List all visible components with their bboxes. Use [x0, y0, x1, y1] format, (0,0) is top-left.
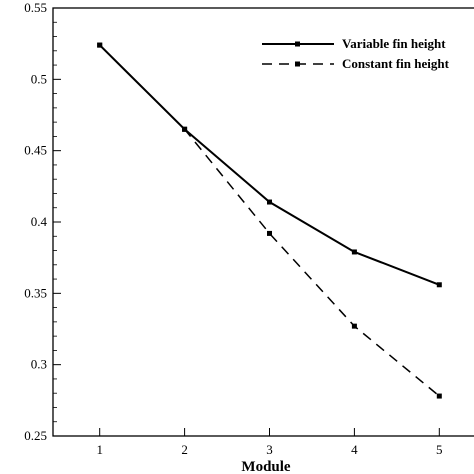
legend-label-variable: Variable fin height	[342, 36, 446, 51]
legend-label-constant: Constant fin height	[342, 56, 450, 71]
y-tick-label: 0.55	[24, 0, 47, 15]
series-line-constant	[99, 44, 440, 397]
y-tick-label: 0.3	[31, 357, 47, 372]
legend: Variable fin height Constant fin height	[262, 36, 450, 71]
x-tick-label: 5	[436, 442, 443, 457]
data-point	[267, 230, 272, 236]
y-tick-label: 0.45	[24, 143, 47, 158]
data-point	[182, 126, 188, 132]
series-group	[97, 42, 442, 399]
x-axis-title: Module	[241, 459, 291, 474]
y-tick-label: 0.25	[24, 428, 47, 443]
data-point	[436, 282, 442, 288]
data-point	[351, 323, 357, 329]
y-axis: 0.25 0.3 0.35 0.4 0.45 0.5 0.55	[24, 0, 61, 443]
data-point	[351, 249, 357, 255]
x-tick-label: 3	[266, 442, 273, 457]
series-line-variable	[98, 44, 440, 286]
data-point	[97, 42, 103, 48]
data-point	[436, 393, 442, 399]
x-tick-label: 4	[351, 442, 358, 457]
plot-area	[52, 7, 474, 437]
x-tick-label: 2	[181, 442, 188, 457]
plot-frame	[52, 7, 474, 437]
x-axis: 1 2 3 4 5	[96, 428, 443, 457]
legend-marker-constant	[295, 61, 300, 67]
legend-marker-variable	[295, 41, 300, 47]
data-point	[267, 199, 272, 205]
x-tick-label: 1	[96, 442, 103, 457]
y-tick-label: 0.5	[31, 71, 47, 86]
y-tick-label: 0.4	[31, 214, 48, 229]
y-tick-label: 0.35	[24, 285, 47, 300]
